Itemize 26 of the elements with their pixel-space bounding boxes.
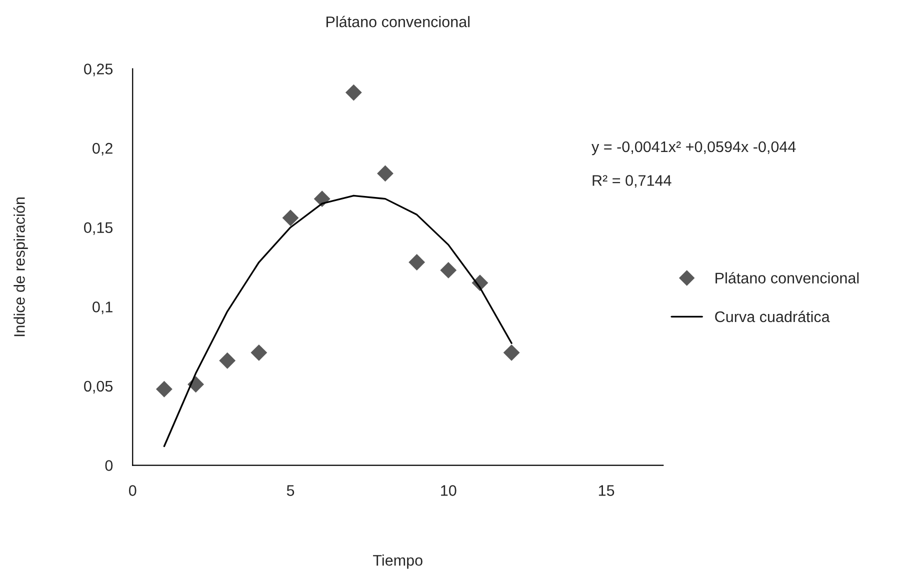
point [377, 165, 394, 182]
y-tick-label: 0,2 [92, 142, 112, 156]
point [345, 84, 362, 101]
x-tick-label: 0 [128, 485, 136, 496]
point [503, 344, 520, 361]
legend-label: Curva cuadrática [715, 310, 830, 322]
x-tick-label: 10 [441, 485, 456, 496]
x-tick-label: 5 [286, 485, 294, 496]
y-tick-label: 0,05 [84, 380, 113, 394]
x-axis-title: Tiempo [373, 554, 422, 569]
point [156, 380, 172, 398]
y-tick-label: 0,25 [84, 64, 113, 76]
y-tick-label: 0,1 [92, 302, 112, 314]
legend-label: Plátano convencional [716, 272, 859, 284]
chart-title: Plátano convencional [326, 16, 470, 28]
point [408, 254, 426, 270]
y-tick-label: 0,15 [84, 222, 113, 235]
y-tick-label: 0 [105, 460, 113, 471]
annotation: R² = 0,7144 [592, 175, 672, 188]
x-tick-label: 15 [598, 485, 614, 496]
point [219, 352, 236, 369]
point [440, 262, 457, 278]
y-axis-title: Indice de respiración [13, 198, 28, 336]
point [250, 344, 268, 361]
point [282, 210, 299, 226]
annotation: y = -0,0041x² +0,0594x -0,044 [592, 141, 796, 156]
